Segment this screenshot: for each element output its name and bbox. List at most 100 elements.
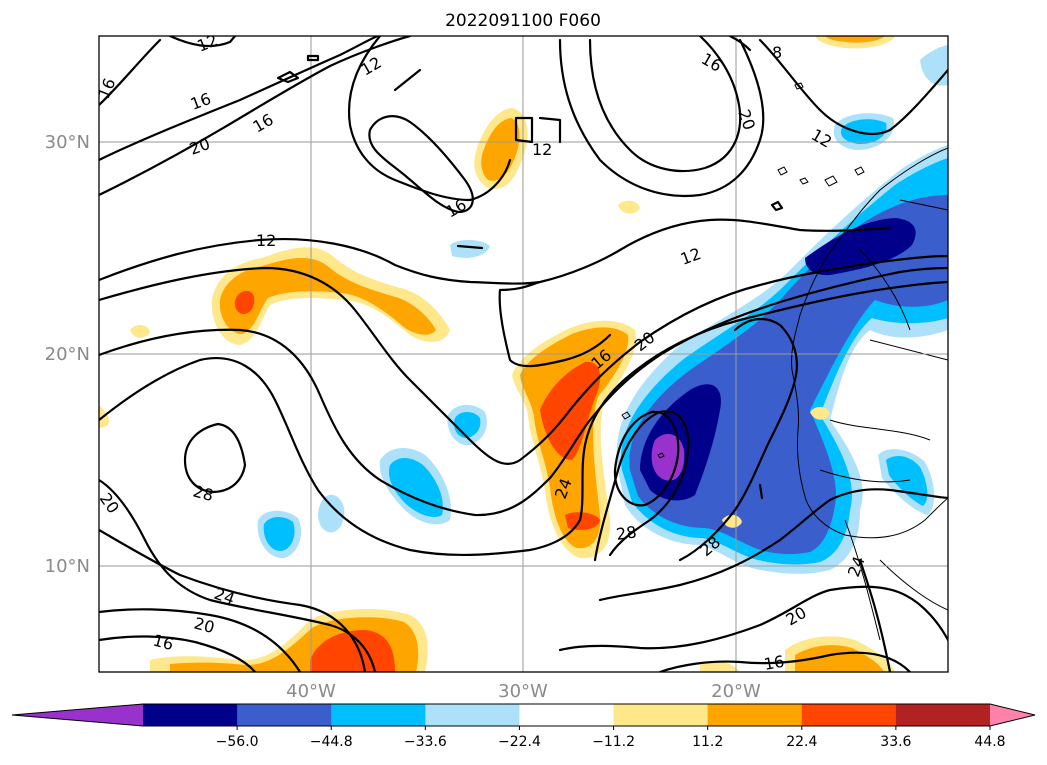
contour-28-center <box>593 410 690 562</box>
colorbar-tick-label: −44.8 <box>310 734 353 750</box>
negative-anomaly-strong <box>629 195 948 555</box>
contour-20-southwest <box>99 478 377 672</box>
colorbar-tick-label: −56.0 <box>216 734 259 750</box>
colorbar-segment <box>237 704 332 726</box>
colorbar-segment <box>143 704 238 726</box>
cape-verde-islands <box>621 411 665 459</box>
negative-blob-e <box>450 239 490 258</box>
positive-speck-a <box>618 200 640 214</box>
negative-blob-d <box>318 494 345 533</box>
positive-center-core-south <box>565 512 600 530</box>
contour-28-east <box>678 317 798 562</box>
colorbar-tick-label: 33.6 <box>880 734 911 750</box>
contour-closed-dash <box>456 244 484 250</box>
positive-northeast-inner <box>825 36 885 43</box>
colorbar-extend-max <box>990 704 1035 726</box>
contour-label: 8 <box>772 43 782 62</box>
contour-label: 28 <box>615 522 638 544</box>
contour-label: 16 <box>762 652 785 674</box>
contour-24-small <box>758 483 764 500</box>
negative-anomaly-east-lobe <box>737 393 766 446</box>
negative-blob-a-inner <box>388 457 443 517</box>
colorbar: −56.0 −44.8 −33.6 −22.4 −11.2 11.2 22.4 33.6 44.… <box>11 703 1036 750</box>
negative-blob-f-inner <box>840 119 887 144</box>
colorbar-tick-label: −11.2 <box>592 734 635 750</box>
negative-anomaly-peak <box>651 434 685 481</box>
negative-blob-c-inner <box>263 516 295 552</box>
contour-16-main <box>99 254 948 465</box>
shading-layer <box>99 36 948 672</box>
positive-band-west-inner <box>219 257 436 335</box>
colorbar-extend-min <box>12 704 143 726</box>
contour-8 <box>728 36 752 52</box>
map-area: 12 16 16 20 16 12 16 8 20 12 12 16 12 12… <box>94 36 948 674</box>
africa-coastline <box>791 147 948 539</box>
coastlines <box>621 82 948 641</box>
colorbar-segment <box>707 704 803 726</box>
negative-anomaly-core-north <box>805 218 916 276</box>
colorbar-segment <box>895 704 991 726</box>
colorbar-segment <box>425 704 520 726</box>
positive-southeast-inner <box>795 645 884 672</box>
contour-16-loop <box>368 115 474 214</box>
contour-16-southwest <box>99 608 302 672</box>
colorbar-segment <box>801 704 897 726</box>
contour-28-ring <box>613 410 680 507</box>
gridlines <box>99 36 948 672</box>
contour-lines <box>99 36 948 672</box>
colorbar-segment <box>519 704 615 726</box>
contour-label: 12 <box>256 231 276 250</box>
contour-20-east <box>558 585 948 652</box>
contour-20-main <box>99 266 948 517</box>
contour-16-nw <box>99 38 162 107</box>
contour-label: 16 <box>151 631 176 655</box>
contour-16-east <box>658 651 912 672</box>
contour-label: 28 <box>191 482 216 506</box>
contour-label: 12 <box>532 140 552 159</box>
lat-label-20n: 20°N <box>45 344 90 365</box>
lon-label-40w: 40°W <box>286 681 336 702</box>
contour-24-main <box>99 280 948 557</box>
contour-24-coast <box>858 558 892 672</box>
contour-closed-small <box>276 54 320 84</box>
negative-blob-h <box>920 45 948 86</box>
colorbar-segment <box>331 704 426 726</box>
contour-label: 20 <box>192 614 217 638</box>
colorbar-outline <box>11 703 1036 727</box>
africa-borders <box>819 199 948 641</box>
colorbar-tick-label: 44.8 <box>974 734 1005 750</box>
positive-north-inner <box>481 118 520 181</box>
contour-16-southwest-2 <box>99 635 257 672</box>
contour-closed-small-e <box>770 200 784 212</box>
positive-speck-e <box>810 406 830 420</box>
contour-12-w <box>168 36 237 48</box>
colorbar-tick-label: −33.6 <box>404 734 447 750</box>
contour-label: 20 <box>96 489 123 517</box>
lat-label-10n: 10°N <box>45 556 90 577</box>
lon-label-30w: 30°W <box>498 681 548 702</box>
contour-24-southwest <box>99 528 367 672</box>
colorbar-tick-label: 11.2 <box>692 734 723 750</box>
contour-12-center-north <box>514 116 562 144</box>
canary-islands <box>777 82 865 187</box>
contour-16-ne <box>588 36 742 173</box>
figure-title: 2022091100 F060 <box>445 11 601 31</box>
positive-south-core <box>310 630 395 672</box>
lon-label-20w: 20°W <box>711 681 761 702</box>
positive-speck-b <box>130 324 150 338</box>
contour-28-west <box>183 422 247 494</box>
contour-label: 16 <box>94 76 119 102</box>
colorbar-segment <box>613 704 709 726</box>
positive-band-west-core <box>234 290 255 315</box>
positive-speck-f <box>700 660 740 672</box>
contour-12-ne <box>758 38 948 135</box>
contour-12-trough <box>498 280 612 368</box>
lat-label-30n: 30°N <box>45 132 90 153</box>
contour-24-east <box>598 488 948 602</box>
contour-12-loop <box>348 36 512 202</box>
contour-16-w <box>99 36 380 162</box>
contour-12-center <box>558 38 765 197</box>
colorbar-tick-label: −22.4 <box>498 734 541 750</box>
positive-speck-d <box>722 514 742 528</box>
